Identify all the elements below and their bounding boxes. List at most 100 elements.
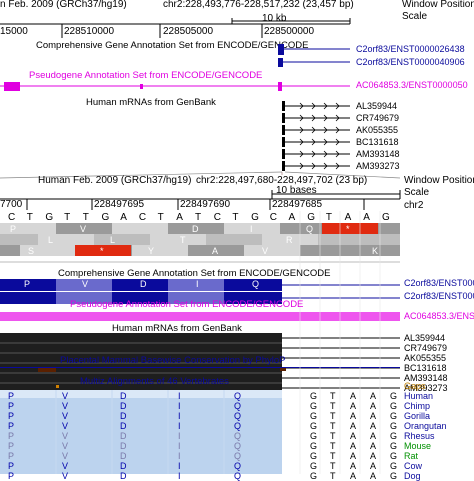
bottom-label-gencode-2[interactable]: C2orf83/ENST000 [404,291,474,301]
top-coord-3: 228500000 [264,26,315,37]
align-aa: P [8,391,15,401]
bottom-label-gencode-1[interactable]: C2orf83/ENST000 [404,278,474,288]
base-letter: C [8,212,16,223]
bottom-label-mrna-5[interactable]: AM393148 [404,373,448,383]
frame3-aa: Y [148,246,155,256]
align-base: G [310,441,318,451]
top-coord-0: 15000 [0,26,28,37]
base-letter: A [363,212,370,223]
top-label-mrna-1[interactable]: AL359944 [356,101,398,111]
bottom-gencode-track-title[interactable]: Comprehensive Gene Annotation Set from E… [58,268,331,279]
align-aa: V [62,421,69,431]
top-label-mrna-3[interactable]: AK055355 [356,125,399,135]
frame3-aa: * [100,246,104,256]
base-letter: G [251,212,259,223]
top-pseudogene-track-title[interactable]: Pseudogene Annotation Set from ENCODE/GE… [29,70,263,81]
align-base: A [370,391,377,401]
frame1-aa: I [250,224,253,234]
species-label-chimp: Chimp [404,401,431,411]
align-aa: D [120,461,127,471]
align-aa: P [8,441,15,451]
top-label-gencode-1[interactable]: C2orf83/ENST0000026438 [356,44,465,54]
align-aa: D [120,441,127,451]
frame1-aa: D [192,224,199,234]
align-aa: V [62,391,69,401]
top-label-mrna-6[interactable]: AM393273 [356,161,400,171]
align-aa: D [120,411,127,421]
bottom-label-mrna-6[interactable]: AM393273 [404,383,448,393]
align-base: T [330,391,336,401]
align-base: A [350,451,357,461]
align-aa: V [62,411,69,421]
align-base: G [390,441,398,451]
species-label-rat: Rat [404,451,419,461]
top-label-gencode-2[interactable]: C2orf83/ENST0000040906 [356,57,465,67]
align-base: A [370,411,377,421]
bottom-multiz-track-title[interactable]: Multiz Alignments of 46 Vertebrates [80,376,229,387]
bottom-position-label: chr2:228,497,680-228,497,702 (23 bp) [196,175,368,186]
align-aa: Q [234,471,242,481]
base-letter: T [26,212,33,223]
align-aa: I [178,411,181,421]
align-base: G [390,461,398,471]
bottom-phylop-track-title[interactable]: Placental Mammal Basewise Conservation b… [60,355,286,366]
bottom-label-mrna-2[interactable]: CR749679 [404,343,448,353]
align-base: A [350,401,357,411]
align-base: A [350,471,357,481]
align-base: A [370,441,377,451]
base-letter: T [195,212,202,223]
bottom-mrna-track-title[interactable]: Human mRNAs from GenBank [112,323,242,334]
align-aa: I [178,451,181,461]
frame1-aa: V [80,224,87,234]
bottom-label-pseudogene[interactable]: AC064853.3/ENST [404,311,474,321]
align-aa: Q [234,461,242,471]
gencode-aa-letter: Q [252,279,260,289]
species-label-mouse: Mouse [404,441,432,451]
bottom-scale-value: 10 bases [276,185,317,196]
top-mrna-track-title[interactable]: Human mRNAs from GenBank [86,97,216,108]
top-label-mrna-2[interactable]: CR749679 [356,113,400,123]
align-base: T [330,461,336,471]
align-base: G [310,401,318,411]
top-label-pseudogene[interactable]: AC064853.3/ENST0000050 [356,80,468,90]
align-aa: D [120,451,127,461]
align-base: A [370,451,377,461]
align-base: T [330,431,336,441]
bottom-window-position-label: Window Position [404,175,474,186]
align-aa: P [8,461,15,471]
frame2-aa: T [180,235,186,245]
top-label-mrna-5[interactable]: AM393148 [356,149,400,159]
base-letter: A [288,212,296,223]
align-aa: V [62,431,69,441]
bottom-label-mrna-4[interactable]: BC131618 [404,363,447,373]
bottom-assembly-label: Human Feb. 2009 (GRCh37/hg19) [38,175,192,186]
bottom-label-mrna-3[interactable]: AK055355 [404,353,447,363]
align-base: A [370,461,377,471]
align-aa: D [120,471,127,481]
frame3-aa: A [212,246,219,256]
frame2-aa: L [110,235,116,245]
align-aa: D [120,431,127,441]
align-aa: Q [234,451,242,461]
gencode-aa-letter: P [24,279,31,289]
top-gencode-track-title[interactable]: Comprehensive Gene Annotation Set from E… [36,40,309,51]
top-tracks-graphic [0,18,351,175]
species-label-cow: Cow [404,461,423,471]
species-label-orangutan: Orangutan [404,421,447,431]
top-scale-label: Scale [402,11,428,22]
align-aa: Q [234,411,242,421]
align-base: A [350,391,357,401]
species-label-dog: Dog [404,471,421,481]
align-aa: V [62,441,69,451]
base-letter: A [176,212,183,223]
base-letter: T [64,212,71,223]
frame3-aa: S [28,246,35,256]
bottom-pseudogene-track-title[interactable]: Pseudogene Annotation Set from ENCODE/GE… [70,299,304,310]
top-label-mrna-4[interactable]: BC131618 [356,137,399,147]
gencode-aa-letter: V [82,279,89,289]
align-aa: P [8,411,15,421]
align-base: T [330,471,336,481]
bottom-label-mrna-1[interactable]: AL359944 [404,333,446,343]
align-aa: I [178,471,181,481]
align-base: T [330,411,336,421]
